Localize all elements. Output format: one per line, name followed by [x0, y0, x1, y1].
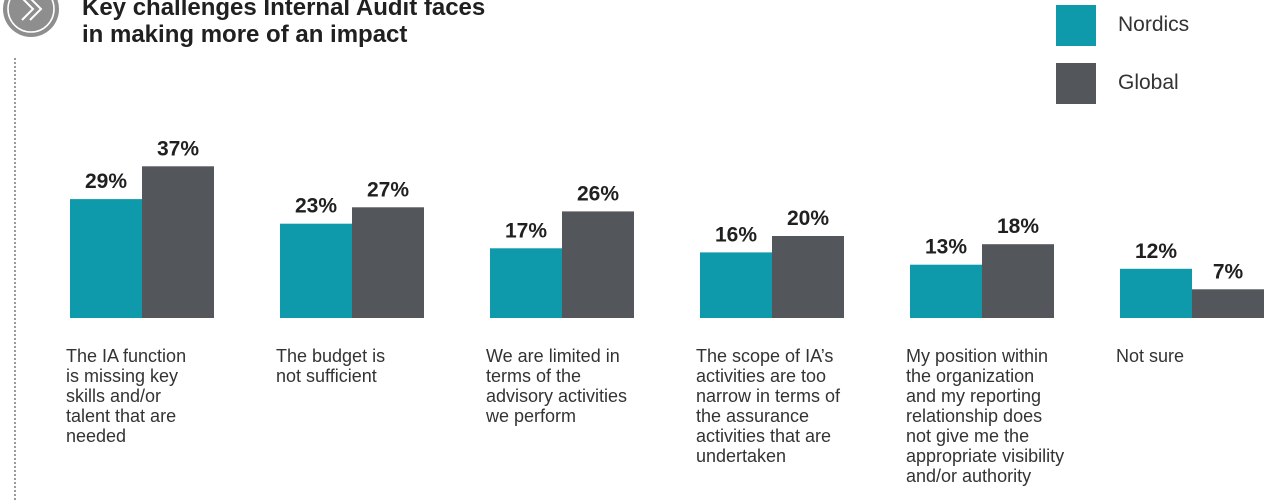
category-label-line: activities that are	[696, 426, 832, 446]
category-label-line: needed	[66, 426, 127, 446]
category-label-line: relationship does	[906, 406, 1043, 426]
bar-nordics-5	[910, 264, 982, 318]
data-label-global-4: 20%	[787, 207, 829, 230]
category-label-6: Not sure	[1116, 346, 1278, 366]
bar-nordics-1	[70, 199, 142, 318]
category-label-line: terms of the	[486, 366, 582, 386]
category-label-line: advisory activities	[486, 386, 628, 406]
category-label-line: talent that are	[66, 406, 177, 426]
data-label-nordics-6: 12%	[1135, 240, 1177, 263]
title-line-2: in making more of an impact	[82, 21, 408, 48]
category-label-line: appropriate visibility	[906, 446, 1065, 466]
bar-nordics-3	[490, 248, 562, 318]
category-label-line: The budget is	[276, 346, 386, 366]
bar-global-4	[772, 236, 844, 318]
category-label-line: the organization	[906, 366, 1035, 386]
category-label-line: My position within	[906, 346, 1049, 366]
title-line-1: Key challenges Internal Audit faces	[82, 0, 486, 21]
data-label-global-1: 37%	[157, 137, 199, 160]
data-label-global-6: 7%	[1213, 260, 1244, 283]
category-label-line: and my reporting	[906, 386, 1042, 406]
legend-swatch-global	[1056, 63, 1096, 104]
category-label-line: activities are too	[696, 366, 827, 386]
bar-nordics-2	[280, 223, 352, 318]
bar-nordics-4	[700, 252, 772, 318]
category-label-line: and/or authority	[906, 466, 1032, 486]
bar-global-6	[1192, 289, 1264, 318]
category-label-4: The scope of IA’s activities are too narro…	[696, 346, 874, 466]
data-label-global-2: 27%	[367, 178, 409, 201]
data-label-nordics-2: 23%	[295, 195, 337, 218]
page-title: Key challenges Internal Audit faces in m…	[82, 0, 485, 48]
data-label-nordics-4: 16%	[715, 223, 757, 246]
category-label-line: we perform	[486, 406, 577, 426]
dotted-divider	[14, 58, 16, 500]
bar-global-2	[352, 207, 424, 318]
category-label-line: skills and/or	[66, 386, 162, 406]
double-chevron-right-icon	[3, 0, 59, 37]
category-label-line: not give me the	[906, 426, 1030, 446]
category-label-line: is missing key	[66, 366, 179, 386]
category-label-line: narrow in terms of	[696, 386, 841, 406]
bar-global-5	[982, 244, 1054, 318]
bar-global-1	[142, 166, 214, 318]
data-label-nordics-1: 29%	[85, 170, 127, 193]
category-label-line: Not sure	[1116, 346, 1185, 366]
legend-label-nordics: Nordics	[1118, 13, 1190, 36]
bar-nordics-6	[1120, 268, 1192, 318]
category-label-line: undertaken	[696, 446, 787, 466]
data-label-nordics-3: 17%	[505, 219, 547, 242]
data-label-global-3: 26%	[577, 182, 619, 205]
category-label-2: The budget is not sufficient	[276, 346, 454, 386]
bar-global-3	[562, 211, 634, 318]
legend-label-global: Global	[1118, 71, 1179, 94]
category-label-line: We are limited in	[486, 346, 620, 366]
category-label-line: the assurance	[696, 406, 810, 426]
legend-swatch-nordics	[1056, 5, 1096, 46]
category-label-3: We are limited in terms of the advisory ac…	[486, 346, 664, 426]
data-label-global-5: 18%	[997, 215, 1039, 238]
category-label-line: The scope of IA’s	[696, 346, 834, 366]
category-label-1: The IA function is missing key skills and/…	[66, 346, 244, 446]
category-label-line: not sufficient	[276, 366, 377, 386]
category-label-5: My position within the organization and my…	[906, 346, 1084, 486]
category-label-line: The IA function	[66, 346, 187, 366]
data-label-nordics-5: 13%	[925, 236, 967, 259]
